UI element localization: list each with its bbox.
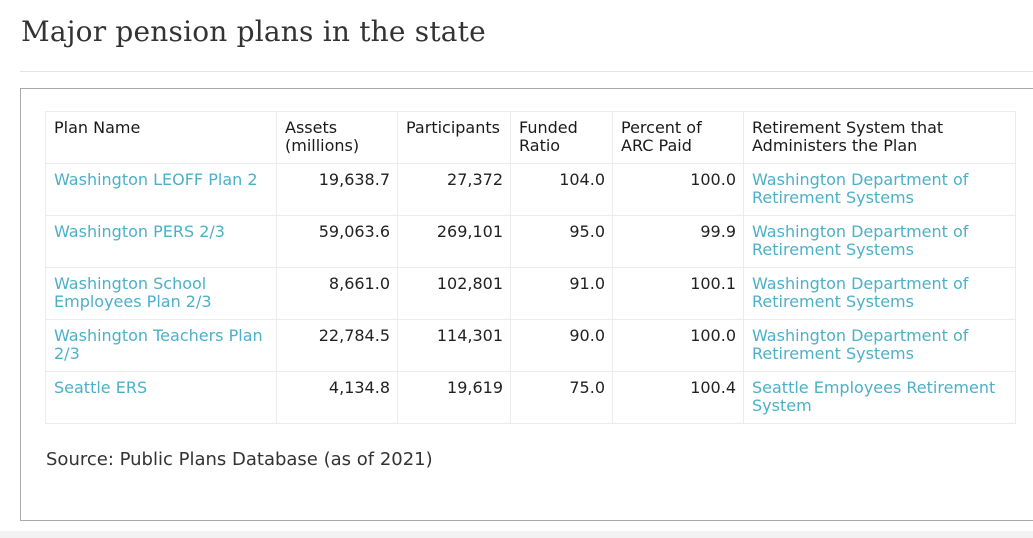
- plan-name-link[interactable]: Washington School Employees Plan 2/3: [45, 267, 277, 320]
- funded-ratio-cell: 91.0: [510, 267, 613, 320]
- table-row: Washington LEOFF Plan 2 19,638.7 27,372 …: [45, 163, 1016, 216]
- table-row: Washington School Employees Plan 2/3 8,6…: [45, 267, 1016, 320]
- arc-paid-cell: 100.1: [612, 267, 744, 320]
- arc-paid-cell: 100.0: [612, 319, 744, 372]
- funded-ratio-cell: 90.0: [510, 319, 613, 372]
- assets-cell: 22,784.5: [276, 319, 398, 372]
- assets-cell: 59,063.6: [276, 215, 398, 268]
- participants-cell: 114,301: [397, 319, 511, 372]
- retirement-system-link[interactable]: Washington Department of Retirement Syst…: [743, 319, 1016, 372]
- table-row: Washington Teachers Plan 2/3 22,784.5 11…: [45, 319, 1016, 372]
- retirement-system-link[interactable]: Washington Department of Retirement Syst…: [743, 163, 1016, 216]
- participants-cell: 27,372: [397, 163, 511, 216]
- title-divider: [20, 71, 1033, 72]
- plan-name-link[interactable]: Washington PERS 2/3: [45, 215, 277, 268]
- source-note: Source: Public Plans Database (as of 202…: [46, 449, 433, 470]
- assets-cell: 4,134.8: [276, 371, 398, 424]
- assets-cell: 19,638.7: [276, 163, 398, 216]
- table-frame: Plan Name Assets (millions) Participants…: [20, 88, 1033, 521]
- arc-paid-cell: 100.4: [612, 371, 744, 424]
- table-row: Washington PERS 2/3 59,063.6 269,101 95.…: [45, 215, 1016, 268]
- plan-name-link[interactable]: Washington LEOFF Plan 2: [45, 163, 277, 216]
- participants-cell: 269,101: [397, 215, 511, 268]
- participants-cell: 102,801: [397, 267, 511, 320]
- header-plan-name: Plan Name: [45, 111, 277, 164]
- page-bottom-band: [0, 531, 1033, 538]
- funded-ratio-cell: 75.0: [510, 371, 613, 424]
- table-row: Seattle ERS 4,134.8 19,619 75.0 100.4 Se…: [45, 371, 1016, 424]
- funded-ratio-cell: 104.0: [510, 163, 613, 216]
- participants-cell: 19,619: [397, 371, 511, 424]
- retirement-system-link[interactable]: Washington Department of Retirement Syst…: [743, 267, 1016, 320]
- page-title: Major pension plans in the state: [21, 15, 486, 48]
- funded-ratio-cell: 95.0: [510, 215, 613, 268]
- assets-cell: 8,661.0: [276, 267, 398, 320]
- retirement-system-link[interactable]: Washington Department of Retirement Syst…: [743, 215, 1016, 268]
- header-assets: Assets (millions): [276, 111, 398, 164]
- header-retirement-system: Retirement System that Administers the P…: [743, 111, 1016, 164]
- header-arc-paid: Percent of ARC Paid: [612, 111, 744, 164]
- pension-plans-table: Plan Name Assets (millions) Participants…: [45, 111, 1016, 424]
- arc-paid-cell: 100.0: [612, 163, 744, 216]
- retirement-system-link[interactable]: Seattle Employees Retirement System: [743, 371, 1016, 424]
- table-header-row: Plan Name Assets (millions) Participants…: [45, 111, 1016, 164]
- plan-name-link[interactable]: Seattle ERS: [45, 371, 277, 424]
- header-funded-ratio: Funded Ratio: [510, 111, 613, 164]
- arc-paid-cell: 99.9: [612, 215, 744, 268]
- header-participants: Participants: [397, 111, 511, 164]
- plan-name-link[interactable]: Washington Teachers Plan 2/3: [45, 319, 277, 372]
